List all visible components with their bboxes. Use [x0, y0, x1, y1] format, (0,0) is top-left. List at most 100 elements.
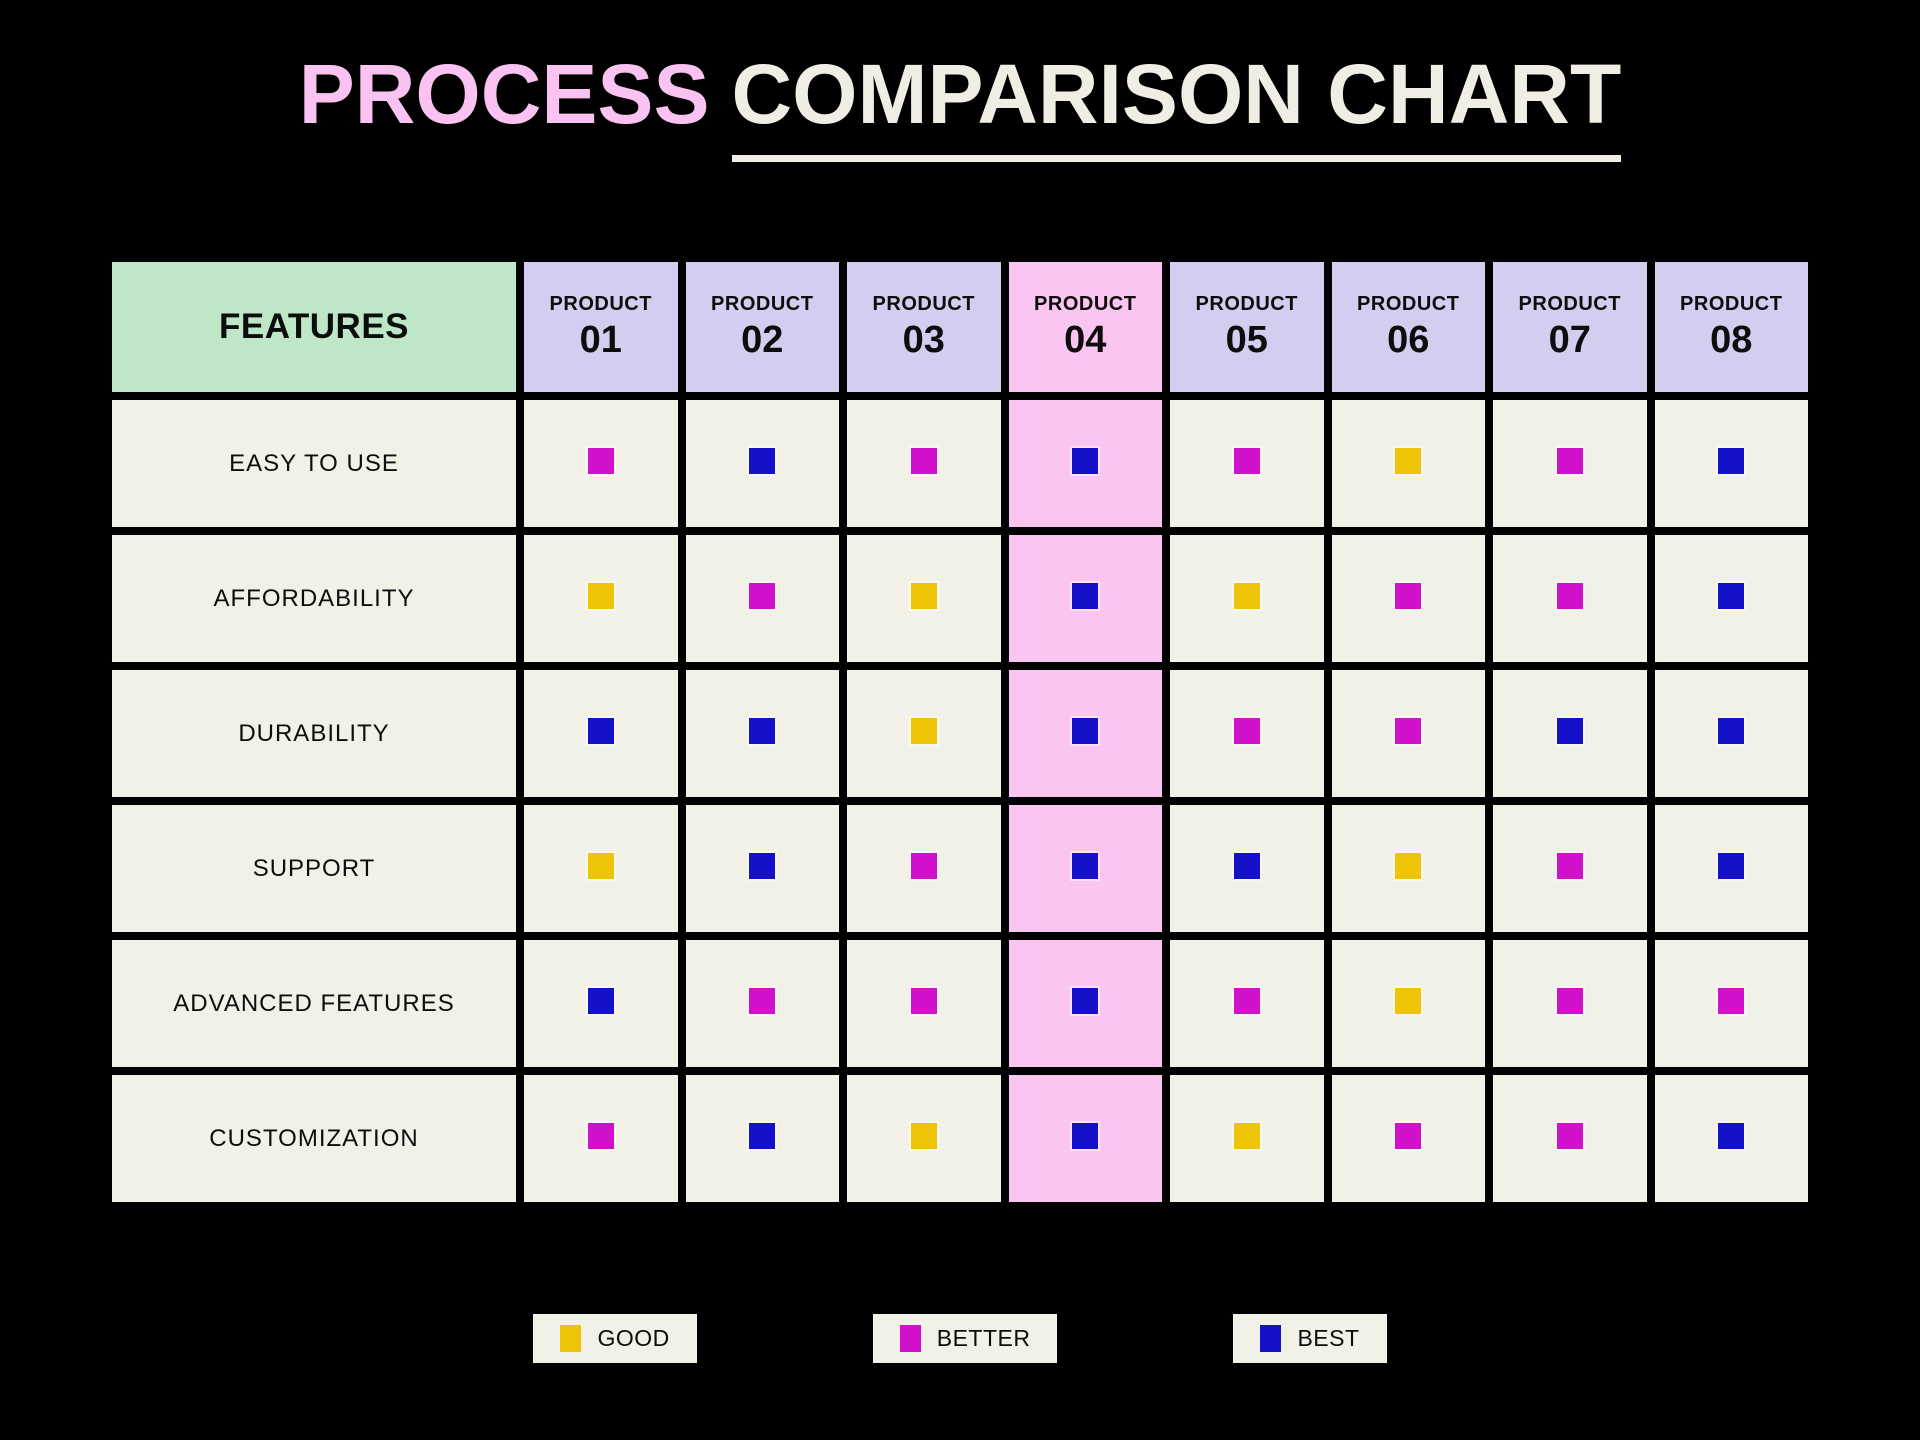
rating-marker-icon-better [908, 446, 939, 477]
rating-marker-icon-better [1393, 1121, 1424, 1152]
product-label: PRODUCT [711, 292, 814, 315]
table-row: DURABILITY [112, 670, 1808, 798]
feature-label-cell: DURABILITY [112, 670, 516, 798]
rating-cell [1170, 1075, 1324, 1203]
rating-cell [1493, 940, 1647, 1068]
product-label: PRODUCT [549, 292, 652, 315]
rating-marker-icon-better [1231, 446, 1262, 477]
rating-marker-icon-best [1716, 581, 1747, 612]
rating-cell [524, 535, 678, 663]
rating-cell [1493, 400, 1647, 528]
rating-cell [1654, 670, 1808, 798]
product-label: PRODUCT [1195, 292, 1298, 315]
rating-cell [1493, 1075, 1647, 1203]
rating-marker-icon-good [585, 581, 616, 612]
rating-marker-icon-good [1393, 986, 1424, 1017]
rating-cell [1008, 670, 1162, 798]
rating-marker-icon-good [908, 716, 939, 747]
rating-marker-icon-best [1716, 716, 1747, 747]
rating-marker-icon-better [908, 986, 939, 1017]
rating-marker-icon-better [747, 986, 778, 1017]
product-header-cell-05: PRODUCT 05 [1170, 262, 1324, 393]
legend-swatch-icon-best [1260, 1325, 1282, 1353]
product-number: 02 [741, 318, 784, 361]
rating-marker-icon-better [1554, 446, 1585, 477]
rating-cell [1654, 1075, 1808, 1203]
rating-cell [685, 805, 839, 933]
rating-cell [1170, 805, 1324, 933]
table-row: EASY TO USE [112, 400, 1808, 528]
rating-cell [685, 1075, 839, 1203]
legend-label: BETTER [936, 1325, 1031, 1352]
comparison-table: FEATURES PRODUCT 01 PRODUCT 02 PRODUCT 0… [104, 254, 1816, 1210]
rating-marker-icon-good [908, 1121, 939, 1152]
rating-marker-icon-best [747, 446, 778, 477]
legend-item-good: GOOD [533, 1314, 697, 1364]
legend-label: BEST [1297, 1325, 1360, 1352]
product-label: PRODUCT [1518, 292, 1621, 315]
rating-marker-icon-best [1070, 851, 1101, 882]
features-header-cell: FEATURES [112, 262, 516, 393]
rating-cell [1170, 400, 1324, 528]
rating-marker-icon-best [1716, 1121, 1747, 1152]
rating-marker-icon-best [747, 851, 778, 882]
rating-cell [1654, 535, 1808, 663]
product-number: 03 [902, 318, 945, 361]
rating-marker-icon-good [585, 851, 616, 882]
header-row: FEATURES PRODUCT 01 PRODUCT 02 PRODUCT 0… [112, 262, 1808, 393]
legend-label: GOOD [597, 1325, 670, 1352]
rating-marker-icon-good [1393, 851, 1424, 882]
feature-label-cell: ADVANCED FEATURES [112, 940, 516, 1068]
rating-cell [847, 805, 1001, 933]
rating-cell [1331, 805, 1485, 933]
product-header-cell-06: PRODUCT 06 [1331, 262, 1485, 393]
rating-marker-icon-best [1554, 716, 1585, 747]
rating-marker-icon-better [585, 446, 616, 477]
rating-cell [847, 535, 1001, 663]
feature-label-cell: CUSTOMIZATION [112, 1075, 516, 1203]
rating-marker-icon-better [1554, 986, 1585, 1017]
feature-label-cell: EASY TO USE [112, 400, 516, 528]
rating-marker-icon-best [1231, 851, 1262, 882]
product-number: 05 [1225, 318, 1268, 361]
product-number: 08 [1710, 318, 1753, 361]
rating-marker-icon-best [1070, 716, 1101, 747]
page-title: PROCESS COMPARISON CHART [0, 50, 1920, 163]
product-label: PRODUCT [1034, 292, 1137, 315]
rating-cell [1654, 805, 1808, 933]
rating-marker-icon-best [1716, 446, 1747, 477]
rating-marker-icon-good [1231, 581, 1262, 612]
rating-cell [1170, 670, 1324, 798]
rating-marker-icon-better [1716, 986, 1747, 1017]
rating-marker-icon-better [1231, 716, 1262, 747]
product-number: 01 [579, 318, 622, 361]
rating-cell [1170, 940, 1324, 1068]
rating-cell [1170, 535, 1324, 663]
rating-marker-icon-better [908, 851, 939, 882]
table-row: SUPPORT [112, 805, 1808, 933]
feature-label-cell: AFFORDABILITY [112, 535, 516, 663]
rating-marker-icon-best [585, 716, 616, 747]
rating-cell [1008, 400, 1162, 528]
product-header-cell-03: PRODUCT 03 [847, 262, 1001, 393]
rating-marker-icon-better [1554, 1121, 1585, 1152]
product-header-cell-08: PRODUCT 08 [1654, 262, 1808, 393]
table-body: EASY TO USE AFFORDABILITY DURABILITY [112, 400, 1808, 1203]
rating-marker-icon-better [1554, 581, 1585, 612]
rating-cell [685, 940, 839, 1068]
rating-cell [1008, 1075, 1162, 1203]
rating-cell [1008, 805, 1162, 933]
legend-item-better: BETTER [872, 1314, 1058, 1364]
rating-cell [1331, 940, 1485, 1068]
rating-marker-icon-good [1231, 1121, 1262, 1152]
product-label: PRODUCT [872, 292, 975, 315]
title-rest: COMPARISON CHART [731, 50, 1622, 163]
rating-cell [685, 670, 839, 798]
rating-cell [847, 940, 1001, 1068]
rating-cell [847, 400, 1001, 528]
product-label: PRODUCT [1680, 292, 1783, 315]
rating-cell [1493, 535, 1647, 663]
product-header-cell-02: PRODUCT 02 [685, 262, 839, 393]
product-header-cell-07: PRODUCT 07 [1493, 262, 1647, 393]
rating-marker-icon-best [1070, 986, 1101, 1017]
